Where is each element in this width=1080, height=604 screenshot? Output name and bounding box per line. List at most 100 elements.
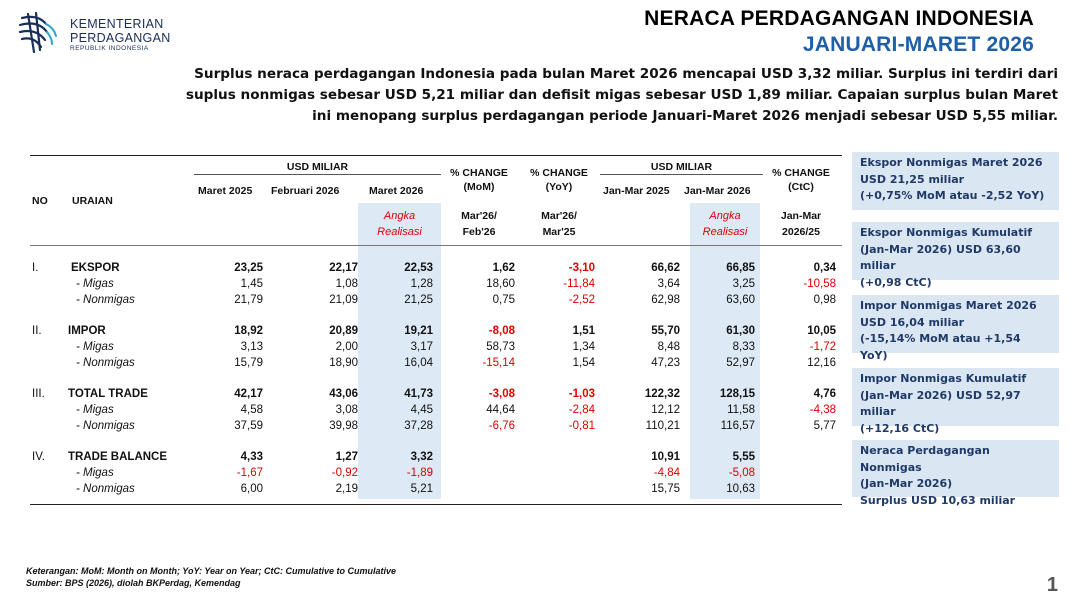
table-cell: 47,23 — [651, 357, 680, 369]
table-cell: 1,62 — [492, 262, 515, 274]
table-cell: 1,51 — [572, 325, 595, 337]
table-cell: -1,72 — [809, 341, 836, 353]
table-cell: 16,04 — [404, 357, 433, 369]
table-cell: 62,98 — [651, 294, 680, 306]
table-cell: 10,91 — [651, 451, 680, 463]
row-label: - Nonmigas — [76, 294, 135, 306]
table-cell: 10,63 — [726, 483, 755, 495]
usd-group-rule-1 — [194, 174, 441, 175]
table-cell: 12,12 — [651, 404, 680, 416]
header-col-maret-2025: Maret 2025 — [198, 185, 253, 197]
header-usd-miliar-2: USD MILIAR — [650, 161, 713, 173]
table-cell: 11,58 — [727, 404, 755, 416]
table-cell: -11,84 — [563, 278, 595, 290]
table-cell: -6,76 — [488, 420, 515, 432]
section-number: II. — [32, 325, 42, 337]
table-top-rule — [30, 155, 842, 156]
table-cell: 61,30 — [726, 325, 755, 337]
highlight-col-janmar-2026 — [690, 203, 760, 499]
table-cell: 3,08 — [335, 404, 358, 416]
table-cell: 1,28 — [410, 278, 433, 290]
table-cell: 2,19 — [335, 483, 358, 495]
row-label: - Migas — [76, 467, 114, 479]
table-cell: 37,28 — [404, 420, 433, 432]
table-cell: 6,00 — [240, 483, 263, 495]
table-cell: 20,89 — [329, 325, 358, 337]
highlight-box: Neraca Perdagangan Nonmigas (Jan-Mar 202… — [852, 440, 1059, 507]
table-cell: 3,32 — [410, 451, 433, 463]
table-cell: 0,75 — [492, 294, 515, 306]
table-cell: 43,06 — [329, 388, 358, 400]
table-cell: 0,98 — [813, 294, 836, 306]
table-cell: 39,98 — [329, 420, 358, 432]
header-mom-sub: Mar'26/ Feb'26 — [461, 210, 497, 238]
ministry-emblem-icon — [18, 11, 57, 54]
section-number: III. — [32, 388, 45, 400]
table-cell: 52,97 — [726, 357, 755, 369]
table-cell: -2,84 — [568, 404, 595, 416]
table-cell: 22,17 — [329, 262, 358, 274]
table-cell: 42,17 — [234, 388, 263, 400]
table-cell: 1,08 — [335, 278, 358, 290]
page-subtitle: JANUARI-MARET 2026 — [802, 33, 1034, 56]
header-usd-miliar-1: USD MILIAR — [286, 161, 349, 173]
table-cell: -15,14 — [482, 357, 515, 369]
usd-group-rule-2 — [600, 174, 763, 175]
table-cell: 5,55 — [732, 451, 755, 463]
row-label: - Nonmigas — [76, 483, 135, 495]
row-label: - Nonmigas — [76, 420, 135, 432]
table-cell: -3,10 — [568, 262, 595, 274]
footer-keterangan: Keterangan: MoM: Month on Month; YoY: Ye… — [26, 566, 397, 576]
table-cell: -0,81 — [568, 420, 595, 432]
table-cell: -1,89 — [406, 467, 433, 479]
table-cell: 18,92 — [234, 325, 263, 337]
table-cell: 15,79 — [234, 357, 263, 369]
table-cell: 21,79 — [234, 294, 263, 306]
table-cell: 19,21 — [404, 325, 433, 337]
header-col-maret-2026: Maret 2026 — [369, 185, 424, 197]
table-cell: 4,58 — [240, 404, 263, 416]
table-cell: 2,00 — [335, 341, 358, 353]
highlight-col-maret-2026 — [358, 203, 441, 499]
header-pct-ctc: % CHANGE (CtC) — [772, 167, 830, 193]
table-cell: 8,48 — [657, 341, 680, 353]
row-label: - Migas — [76, 278, 114, 290]
table-cell: 21,25 — [404, 294, 433, 306]
section-title: TRADE BALANCE — [68, 451, 168, 463]
table-cell: -5,08 — [728, 467, 755, 479]
header-angka-realisasi-2: Angka Realisasi — [702, 210, 748, 238]
table-cell: 1,27 — [335, 451, 358, 463]
highlight-box: Ekspor Nonmigas Maret 2026 USD 21,25 mil… — [852, 152, 1059, 210]
table-cell: 44,64 — [486, 404, 515, 416]
row-label: - Migas — [76, 341, 114, 353]
summary-paragraph: Surplus neraca perdagangan Indonesia pad… — [185, 66, 1058, 124]
row-label: - Nonmigas — [76, 357, 135, 369]
table-cell: 37,59 — [234, 420, 263, 432]
table-cell: 3,17 — [410, 341, 433, 353]
table-cell: 4,33 — [240, 451, 263, 463]
page-number: 1 — [1046, 574, 1058, 596]
table-cell: 23,25 — [234, 262, 263, 274]
table-cell: -4,84 — [653, 467, 680, 479]
row-label: - Migas — [76, 404, 114, 416]
header-no: NO — [32, 195, 48, 207]
table-cell: -4,38 — [809, 404, 836, 416]
logo-line-3: REPUBLIK INDONESIA — [70, 45, 149, 52]
table-cell: 15,75 — [651, 483, 680, 495]
table-cell: -1,03 — [568, 388, 595, 400]
table-cell: 41,73 — [404, 388, 433, 400]
table-cell: -1,67 — [236, 467, 263, 479]
table-cell: 4,76 — [813, 388, 836, 400]
section-title: EKSPOR — [71, 262, 120, 274]
ministry-logo: KEMENTERIAN PERDAGANGAN REPUBLIK INDONES… — [16, 10, 176, 56]
table-cell: 21,09 — [329, 294, 358, 306]
table-cell: 55,70 — [651, 325, 680, 337]
table-cell: 116,57 — [720, 420, 755, 432]
table-cell: 10,05 — [807, 325, 836, 337]
section-number: IV. — [32, 451, 46, 463]
highlight-box: Ekspor Nonmigas Kumulatif (Jan-Mar 2026)… — [852, 222, 1059, 289]
table-cell: -3,08 — [488, 388, 515, 400]
footer-sumber: Sumber: BPS (2026), diolah BKPerdag, Kem… — [26, 578, 241, 588]
table-cell: 110,21 — [645, 420, 680, 432]
trade-balance-table: NO URAIAN USD MILIAR USD MILIAR % CHANGE… — [30, 155, 842, 505]
